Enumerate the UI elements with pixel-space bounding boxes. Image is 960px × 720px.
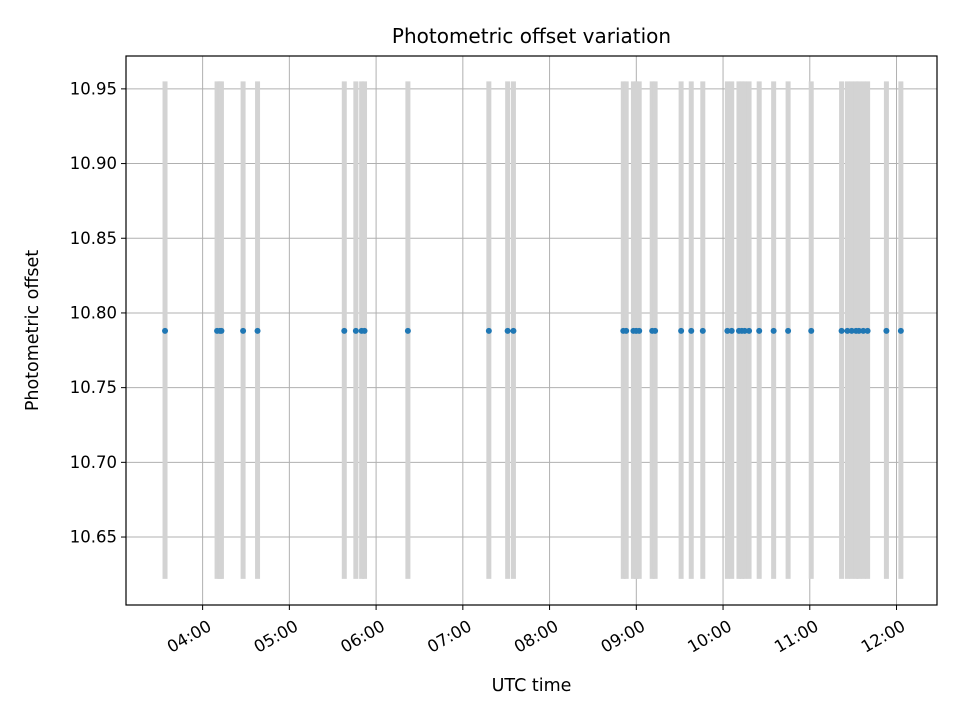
data-point xyxy=(162,327,169,334)
plot-frame xyxy=(125,55,938,606)
x-axis-label: UTC time xyxy=(492,676,572,696)
data-point xyxy=(808,327,815,334)
data-point xyxy=(636,327,643,334)
data-point xyxy=(897,327,904,334)
y-axis-ticks: 10.65 10.70 10.75 10.80 10.85 10.90 10.95 xyxy=(70,79,126,547)
y-tick-label: 10.80 xyxy=(70,303,117,322)
data-point xyxy=(218,327,225,334)
data-point xyxy=(848,327,855,334)
data-point xyxy=(855,327,862,334)
data-point xyxy=(341,327,348,334)
data-points xyxy=(162,327,904,334)
data-point xyxy=(728,327,735,334)
data-point xyxy=(485,327,492,334)
data-point xyxy=(785,327,792,334)
data-point xyxy=(741,327,748,334)
data-point xyxy=(678,327,685,334)
data-point xyxy=(724,327,731,334)
y-tick-label: 10.75 xyxy=(70,378,117,397)
data-point xyxy=(756,327,763,334)
data-point xyxy=(352,327,359,334)
data-point xyxy=(652,327,659,334)
chart-title: Photometric offset variation xyxy=(392,24,671,48)
data-point xyxy=(860,327,867,334)
y-tick-label: 10.85 xyxy=(70,229,117,248)
data-point xyxy=(404,327,411,334)
y-tick-label: 10.95 xyxy=(70,79,117,98)
data-point xyxy=(844,327,851,334)
data-point xyxy=(510,327,517,334)
data-point xyxy=(623,327,630,334)
data-point xyxy=(361,327,368,334)
data-point xyxy=(770,327,777,334)
data-point xyxy=(746,327,753,334)
data-point xyxy=(240,327,247,334)
data-point xyxy=(883,327,890,334)
data-point xyxy=(504,327,511,334)
y-tick-label: 10.70 xyxy=(70,453,117,472)
y-tick-label: 10.90 xyxy=(70,154,117,173)
data-point xyxy=(838,327,845,334)
y-axis-label: Photometric offset xyxy=(23,250,43,411)
y-tick-label: 10.65 xyxy=(70,528,117,547)
data-point xyxy=(254,327,261,334)
data-point xyxy=(688,327,695,334)
data-point xyxy=(864,327,871,334)
data-point xyxy=(699,327,706,334)
